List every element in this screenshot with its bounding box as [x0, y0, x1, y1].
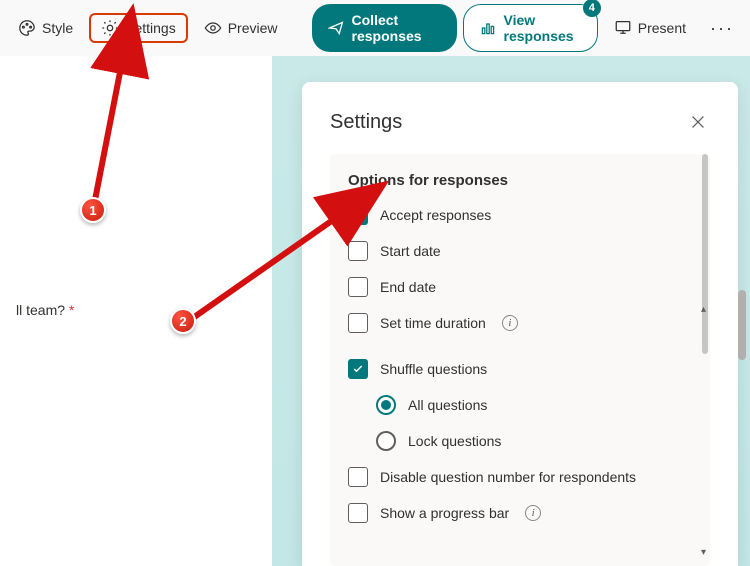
panel-backdrop: Settings Options for responses Accept re… [272, 56, 750, 566]
options-card: Options for responses Accept responses S… [330, 154, 710, 566]
settings-label: Settings [125, 20, 176, 36]
shuffle-questions-label: Shuffle questions [380, 361, 487, 377]
presentation-icon [614, 18, 632, 39]
start-date-checkbox[interactable] [348, 241, 368, 261]
required-indicator: * [69, 302, 74, 318]
shuffle-questions-row: Shuffle questions [348, 359, 692, 379]
lock-questions-radio[interactable] [376, 431, 396, 451]
time-duration-row: Set time duration i [348, 313, 692, 333]
disable-number-label: Disable question number for respondents [380, 469, 636, 485]
view-responses-button[interactable]: View responses 4 [463, 4, 598, 52]
eye-icon [204, 19, 222, 37]
time-duration-label: Set time duration [380, 315, 486, 331]
form-preview-pane: ll team? * [0, 56, 272, 566]
send-icon [328, 20, 344, 36]
all-questions-radio[interactable] [376, 395, 396, 415]
main-area: ll team? * Settings Options for response… [0, 56, 750, 566]
scroll-down-icon[interactable]: ▾ [701, 547, 706, 558]
end-date-checkbox[interactable] [348, 277, 368, 297]
present-button[interactable]: Present [604, 12, 696, 45]
top-toolbar: Style Settings Preview Collect responses… [0, 0, 750, 56]
all-questions-label: All questions [408, 397, 487, 413]
lock-questions-label: Lock questions [408, 433, 501, 449]
progress-bar-checkbox[interactable] [348, 503, 368, 523]
more-button[interactable]: ··· [702, 18, 742, 39]
chart-icon [480, 20, 496, 36]
time-duration-checkbox[interactable] [348, 313, 368, 333]
collect-label: Collect responses [352, 12, 441, 44]
question-text: ll team? * [16, 302, 256, 318]
palette-icon [18, 19, 36, 37]
view-label: View responses [504, 12, 581, 44]
accept-responses-checkbox[interactable] [348, 205, 368, 225]
end-date-label: End date [380, 279, 436, 295]
scroll-up-icon[interactable]: ▴ [701, 304, 706, 315]
preview-label: Preview [228, 20, 278, 36]
end-date-row: End date [348, 277, 692, 297]
settings-panel: Settings Options for responses Accept re… [302, 82, 738, 566]
preview-button[interactable]: Preview [194, 13, 288, 43]
info-icon[interactable]: i [502, 315, 518, 331]
lock-questions-row: Lock questions [376, 431, 692, 451]
disable-number-checkbox[interactable] [348, 467, 368, 487]
collect-responses-button[interactable]: Collect responses [312, 4, 457, 52]
progress-bar-row: Show a progress bar i [348, 503, 692, 523]
start-date-row: Start date [348, 241, 692, 261]
gear-icon [101, 19, 119, 37]
accept-responses-label: Accept responses [380, 207, 491, 223]
shuffle-questions-checkbox[interactable] [348, 359, 368, 379]
style-button[interactable]: Style [8, 13, 83, 43]
all-questions-row: All questions [376, 395, 692, 415]
info-icon[interactable]: i [525, 505, 541, 521]
close-button[interactable] [686, 110, 710, 134]
options-heading: Options for responses [348, 172, 692, 189]
page-scrollbar[interactable] [738, 290, 746, 360]
responses-badge: 4 [583, 0, 601, 17]
start-date-label: Start date [380, 243, 441, 259]
progress-bar-label: Show a progress bar [380, 505, 509, 521]
disable-number-row: Disable question number for respondents [348, 467, 692, 487]
accept-responses-row: Accept responses [348, 205, 692, 225]
panel-title: Settings [330, 111, 402, 134]
present-label: Present [638, 20, 686, 36]
style-label: Style [42, 20, 73, 36]
settings-button[interactable]: Settings [89, 13, 188, 43]
panel-scrollbar[interactable] [702, 154, 708, 354]
